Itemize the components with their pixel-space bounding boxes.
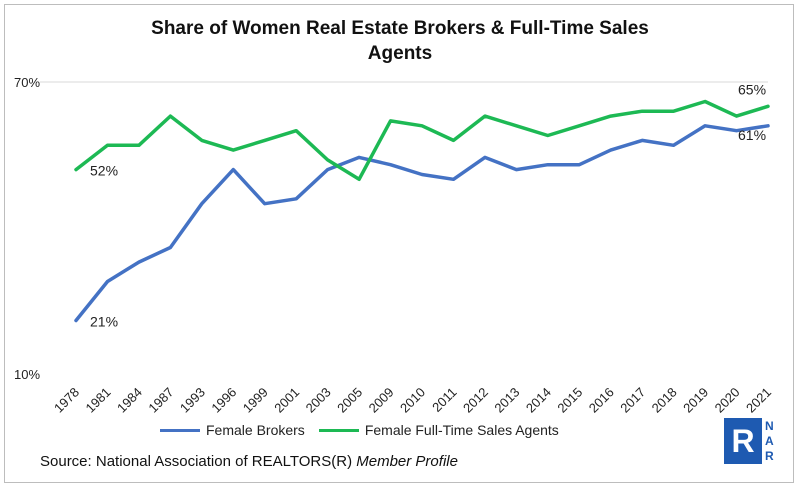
source-note: Source: National Association of REALTORS… — [40, 453, 458, 470]
legend-swatch-brokers — [160, 428, 200, 432]
x-tick-label: 2001 — [271, 385, 302, 416]
x-tick-label: 2009 — [366, 385, 397, 416]
y-tick-label: 10% — [14, 367, 40, 382]
logo-letter: A — [765, 433, 774, 448]
x-tick-label: 2010 — [397, 385, 428, 416]
x-tick-label: 1993 — [177, 385, 208, 416]
x-tick-label: 2020 — [712, 385, 743, 416]
x-tick-label: 1996 — [208, 385, 239, 416]
x-tick-label: 2017 — [617, 385, 648, 416]
x-tick-label: 1999 — [240, 385, 271, 416]
x-tick-label: 2003 — [303, 385, 334, 416]
data-label: 21% — [90, 313, 118, 329]
realtor-r-logo-icon: R — [724, 418, 762, 464]
x-tick-label: 1987 — [145, 385, 176, 416]
legend: Female Brokers Female Full-Time Sales Ag… — [160, 422, 559, 438]
x-tick-label: 2014 — [523, 385, 554, 416]
nar-logo: R N A R — [724, 418, 774, 464]
x-tick-label: 2012 — [460, 385, 491, 416]
legend-swatch-agents — [318, 428, 359, 432]
series-line-brokers — [74, 124, 770, 323]
chart-title: Share of Women Real Estate Brokers & Ful… — [151, 18, 649, 64]
data-label: 52% — [90, 163, 118, 179]
x-tick-label: 1984 — [114, 385, 145, 416]
x-tick-label: 1981 — [83, 385, 114, 416]
x-tick-label: 2016 — [586, 385, 617, 416]
x-tick-label: 2013 — [491, 385, 522, 416]
nar-letters: N A R — [765, 419, 774, 464]
x-tick-label: 2021 — [743, 385, 774, 416]
logo-letter: R — [765, 448, 774, 463]
legend-label-agents: Female Full-Time Sales Agents — [364, 422, 559, 438]
data-label: 61% — [738, 127, 766, 143]
x-tick-label: 2011 — [429, 385, 459, 415]
legend-label-brokers: Female Brokers — [206, 422, 305, 438]
x-tick-label: 1978 — [51, 385, 82, 416]
logo-mark: R — [731, 424, 754, 458]
realtor-r-glyph: R — [731, 424, 754, 458]
data-label: 65% — [738, 81, 766, 97]
logo-letter: N — [765, 418, 774, 433]
source-italic: Member Profile — [356, 453, 458, 470]
legend-item-brokers: Female Brokers — [160, 422, 305, 438]
series-line-agents — [74, 99, 770, 182]
x-tick-label: 2005 — [334, 385, 365, 416]
x-tick-label: 2019 — [680, 385, 711, 416]
x-tick-label: 2018 — [649, 385, 680, 416]
legend-item-agents: Female Full-Time Sales Agents — [318, 422, 559, 438]
source-prefix: Source: National Association of REALTORS… — [40, 453, 357, 470]
chart-frame — [4, 4, 794, 483]
x-tick-label: 2015 — [554, 385, 585, 416]
y-tick-label: 70% — [14, 75, 40, 90]
